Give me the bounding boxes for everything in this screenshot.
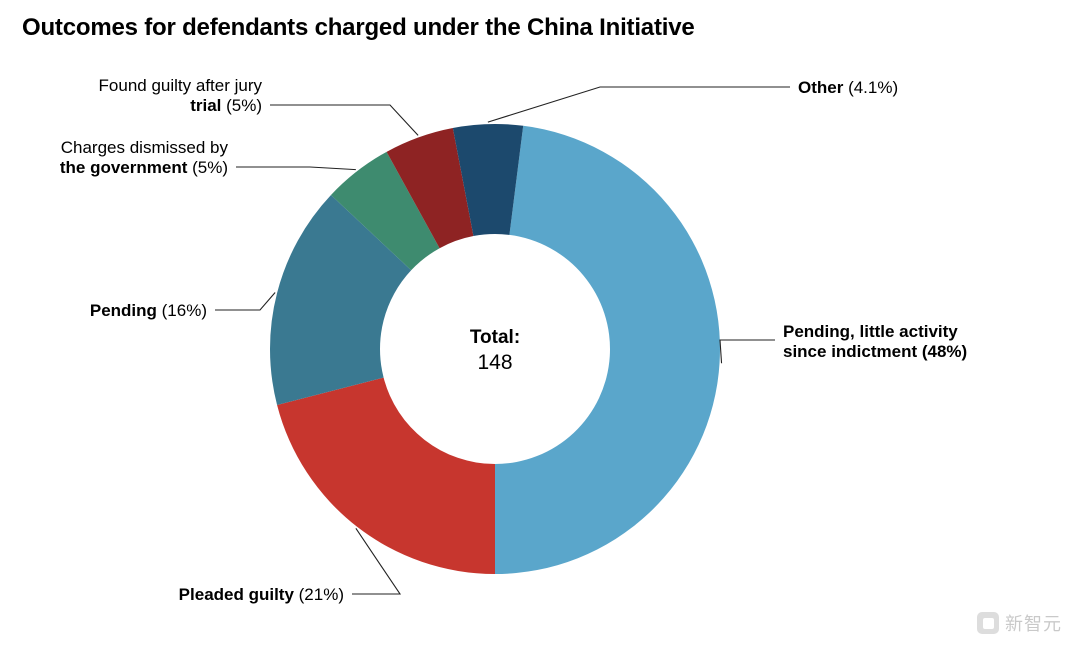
center-total-value: 148 bbox=[477, 351, 512, 374]
donut-chart: Pending, little activitysince indictment… bbox=[0, 0, 1080, 650]
leader-line bbox=[236, 167, 356, 170]
wechat-icon bbox=[977, 612, 999, 634]
slice-pending-little-activity-since-indictment bbox=[495, 126, 720, 574]
watermark: 新智元 bbox=[977, 610, 1062, 636]
center-total-label: Total: bbox=[470, 327, 520, 348]
slice-label: Pleaded guilty (21%) bbox=[179, 585, 344, 604]
watermark-text: 新智元 bbox=[1005, 610, 1062, 636]
slice-label: Found guilty after jurytrial (5%) bbox=[99, 76, 263, 115]
leader-line bbox=[270, 105, 418, 135]
slice-label: Pending (16%) bbox=[90, 301, 207, 320]
slice-label: Other (4.1%) bbox=[798, 78, 898, 97]
leader-line bbox=[215, 293, 275, 310]
slice-pleaded-guilty bbox=[277, 378, 495, 574]
leader-line bbox=[720, 340, 775, 363]
slice-label: Pending, little activitysince indictment… bbox=[783, 322, 967, 361]
leader-line bbox=[488, 87, 790, 122]
slice-label: Charges dismissed bythe government (5%) bbox=[60, 138, 229, 177]
